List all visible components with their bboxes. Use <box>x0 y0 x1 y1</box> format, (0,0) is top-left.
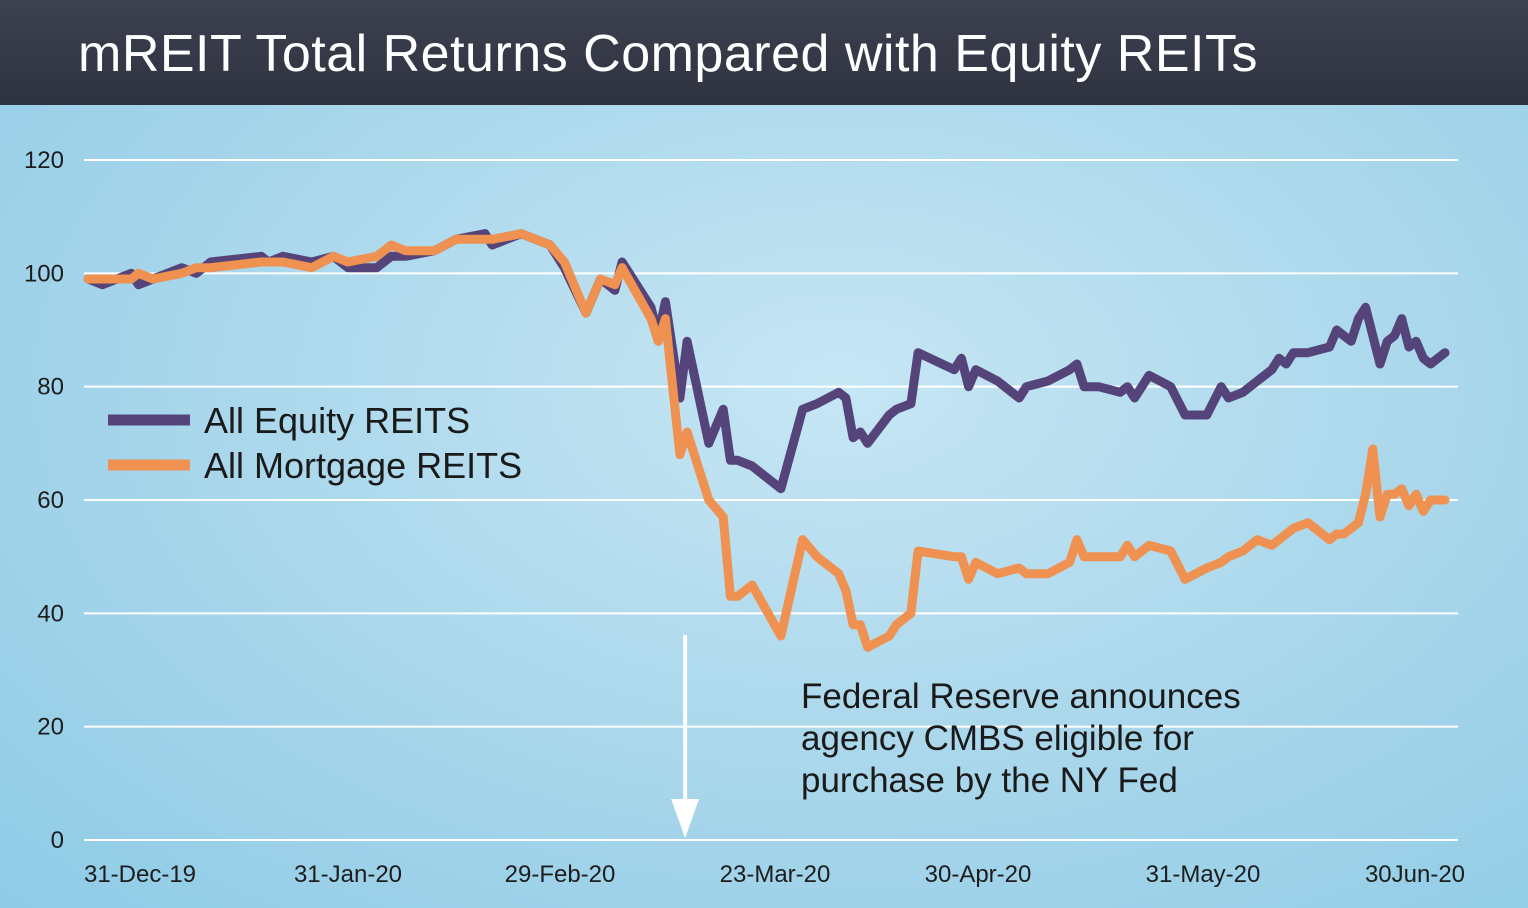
y-tick-label: 100 <box>24 260 64 287</box>
line-chart: 0 20 40 60 80 100 120 31-Dec-19 31-Jan-20 29-Feb-… <box>24 147 1465 888</box>
y-tick-label: 40 <box>37 600 64 627</box>
y-tick-label: 0 <box>51 827 64 854</box>
annotation-text-line: Federal Reserve announces <box>801 677 1241 716</box>
legend-label: All Mortgage REITS <box>204 445 522 486</box>
y-tick-label: 60 <box>37 487 64 514</box>
y-tick-label: 20 <box>37 714 64 741</box>
plot-area: 0 20 40 60 80 100 120 31-Dec-19 31-Jan-20 29-Feb-… <box>0 105 1528 908</box>
y-tick-label: 80 <box>37 374 64 401</box>
mortgage-reits-line <box>83 229 1450 652</box>
x-tick-label: 31-Dec-19 <box>84 861 196 888</box>
x-tick-label: 30Jun-20 <box>1365 861 1465 888</box>
x-tick-label: 31-Jan-20 <box>294 861 402 888</box>
x-tick-label: 30-Apr-20 <box>925 861 1032 888</box>
annotation-text-line: purchase by the NY Fed <box>801 761 1178 800</box>
x-tick-label: 29-Feb-20 <box>505 861 616 888</box>
annotation-arrowhead <box>671 799 700 838</box>
y-tick-label: 120 <box>24 147 64 174</box>
annotation-text-line: agency CMBS eligible for <box>801 719 1194 758</box>
chart-title: mREIT Total Returns Compared with Equity… <box>78 25 1258 83</box>
legend-label: All Equity REITS <box>204 400 470 441</box>
x-tick-label: 23-Mar-20 <box>720 861 831 888</box>
x-tick-label: 31-May-20 <box>1146 861 1261 888</box>
equity-reits-line <box>83 229 1450 494</box>
title-bar: mREIT Total Returns Compared with Equity… <box>0 0 1528 105</box>
